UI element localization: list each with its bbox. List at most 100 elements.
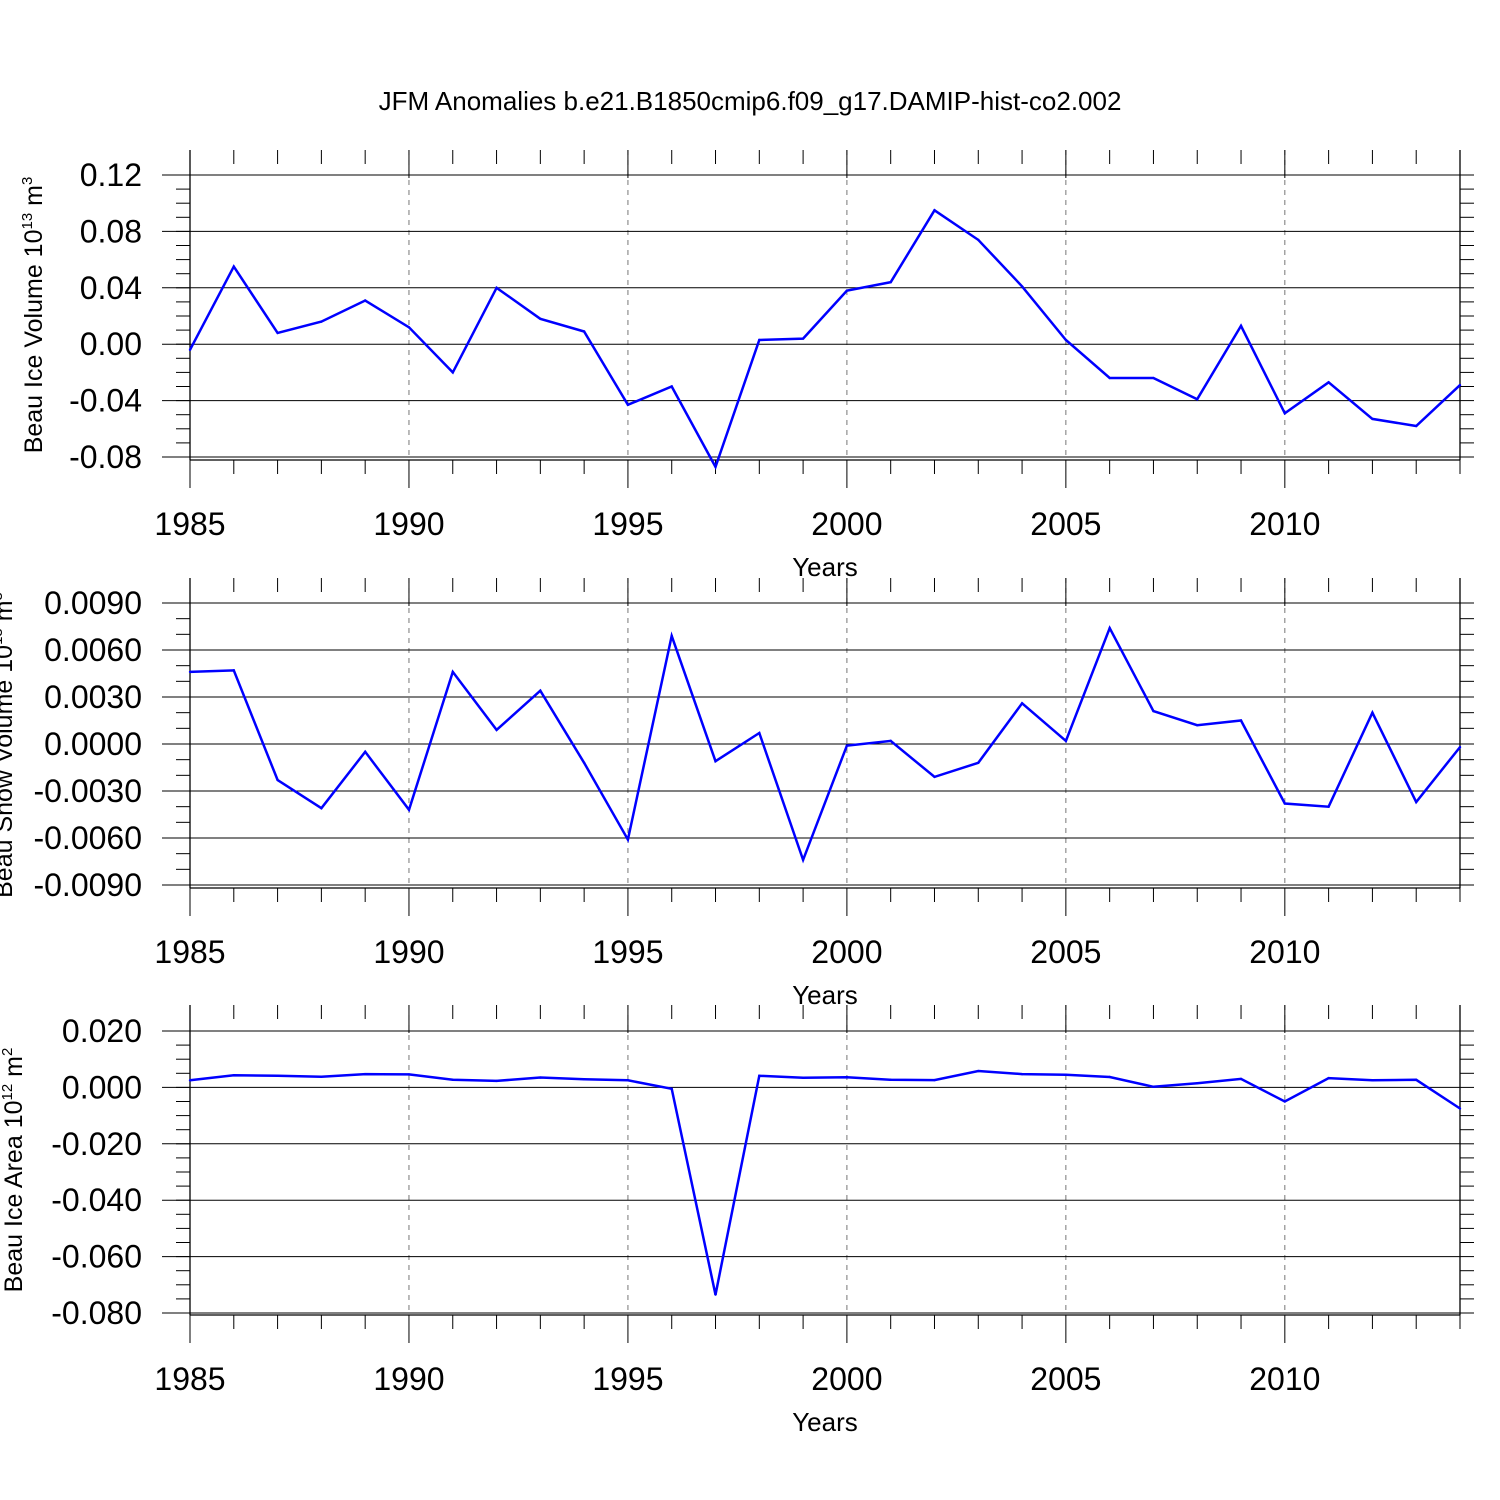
data-point	[670, 385, 673, 388]
data-point	[495, 286, 498, 289]
y-axis-label-part: m	[0, 600, 18, 628]
data-point	[1020, 285, 1024, 288]
data-point	[188, 1079, 192, 1082]
x-tick-label: 2010	[1249, 934, 1320, 970]
y-tick-label: -0.08	[69, 439, 142, 475]
x-axis-label: Years	[792, 552, 858, 582]
ice-area-panel: 0.020 0.000 -0.020 -0.040 -0.060 -0.080 1985 19…	[0, 1005, 1474, 1437]
data-point	[801, 337, 805, 340]
y-axis-label-part: Beau Snow Volume 10	[0, 645, 18, 898]
data-point	[714, 465, 717, 469]
data-point	[582, 330, 586, 333]
y-axis-label-superscript: 3	[19, 177, 36, 185]
data-point	[670, 634, 673, 638]
data-point	[933, 1078, 936, 1082]
data-point	[1371, 1079, 1374, 1082]
data-point	[1152, 709, 1155, 713]
series-line	[189, 1069, 1461, 1295]
series-line	[189, 625, 1461, 864]
y-axis-label-superscript: 13	[0, 628, 6, 645]
data-point	[977, 1069, 980, 1073]
data-point	[539, 1076, 542, 1079]
y-tick-label: -0.04	[69, 383, 142, 419]
y-tick-label: 0.000	[62, 1069, 142, 1105]
data-point	[1458, 1107, 1462, 1110]
y-tick-label: -0.020	[51, 1126, 142, 1162]
data-point	[582, 761, 586, 764]
data-point	[1283, 802, 1287, 805]
data-point	[232, 1074, 235, 1077]
data-point	[626, 838, 630, 841]
y-axis-label: Beau Ice Volume 1013 m3	[19, 177, 48, 454]
data-point	[363, 1072, 367, 1076]
data-point	[320, 807, 323, 810]
data-point	[582, 1078, 586, 1081]
data-point	[1415, 424, 1418, 428]
y-tick-label: 0.020	[62, 1013, 142, 1049]
y-tick-label: 0.0060	[44, 632, 142, 668]
data-point	[1108, 376, 1111, 380]
data-point	[845, 744, 849, 747]
data-point	[1020, 702, 1024, 705]
y-tick-label: 0.12	[80, 157, 142, 193]
data-point	[845, 1076, 849, 1079]
y-axis-label-superscript: 13	[19, 213, 36, 230]
y-axis-label: Beau Snow Volume 1013 m3	[0, 592, 18, 898]
y-axis-label-superscript: 2	[0, 1048, 16, 1056]
data-point	[1064, 739, 1068, 743]
data-point	[1327, 805, 1330, 808]
data-point	[539, 689, 542, 692]
x-tick-label: 2000	[811, 1361, 882, 1397]
y-axis-label-superscript: 3	[0, 592, 6, 600]
data-point	[977, 238, 980, 242]
x-tick-label: 2005	[1030, 506, 1101, 542]
y-axis-label-part: m	[0, 1056, 28, 1084]
data-point	[188, 348, 192, 352]
x-tick-label: 2010	[1249, 1361, 1320, 1397]
y-tick-label: -0.080	[51, 1295, 142, 1331]
data-point	[1196, 397, 1199, 401]
y-tick-label: -0.040	[51, 1182, 142, 1218]
y-axis-label-part: Beau Ice Volume 10	[20, 230, 48, 454]
y-tick-label: -0.0060	[33, 820, 142, 856]
data-point	[363, 750, 367, 754]
y-axis-label: Beau Ice Area 1012 m2	[0, 1048, 28, 1293]
x-tick-label: 2000	[811, 934, 882, 970]
data-point	[232, 669, 235, 672]
y-axis-label-superscript: 12	[0, 1084, 16, 1101]
data-point	[1458, 745, 1462, 749]
x-tick-label: 1985	[154, 506, 225, 542]
series-line	[188, 208, 1461, 470]
data-point	[451, 1078, 454, 1081]
data-point	[1152, 376, 1155, 380]
y-tick-label: 0.0090	[44, 585, 142, 621]
data-point	[1283, 1100, 1287, 1103]
data-point	[1239, 324, 1243, 328]
data-point	[758, 338, 761, 342]
data-point	[889, 739, 892, 743]
figure-title: JFM Anomalies b.e21.B1850cmip6.f09_g17.D…	[379, 86, 1122, 116]
data-point	[758, 731, 761, 735]
data-point	[889, 1078, 892, 1081]
x-tick-label: 1990	[373, 1361, 444, 1397]
data-point	[495, 728, 498, 732]
y-tick-label: 0.08	[80, 213, 142, 249]
data-point	[933, 775, 936, 779]
data-point	[407, 808, 411, 811]
data-point	[626, 403, 630, 407]
data-point	[276, 1074, 279, 1078]
data-point	[363, 299, 367, 302]
x-tick-label: 1985	[154, 934, 225, 970]
x-axis-label: Years	[792, 980, 858, 1010]
data-point	[320, 1075, 323, 1078]
x-tick-label: 1990	[373, 506, 444, 542]
data-point	[1239, 719, 1243, 722]
data-point	[626, 1079, 630, 1082]
data-point	[1327, 381, 1330, 384]
data-point	[320, 320, 323, 323]
data-point	[801, 858, 805, 862]
x-tick-label: 2010	[1249, 506, 1320, 542]
y-axis-label-part: Beau Ice Area 10	[0, 1101, 28, 1293]
